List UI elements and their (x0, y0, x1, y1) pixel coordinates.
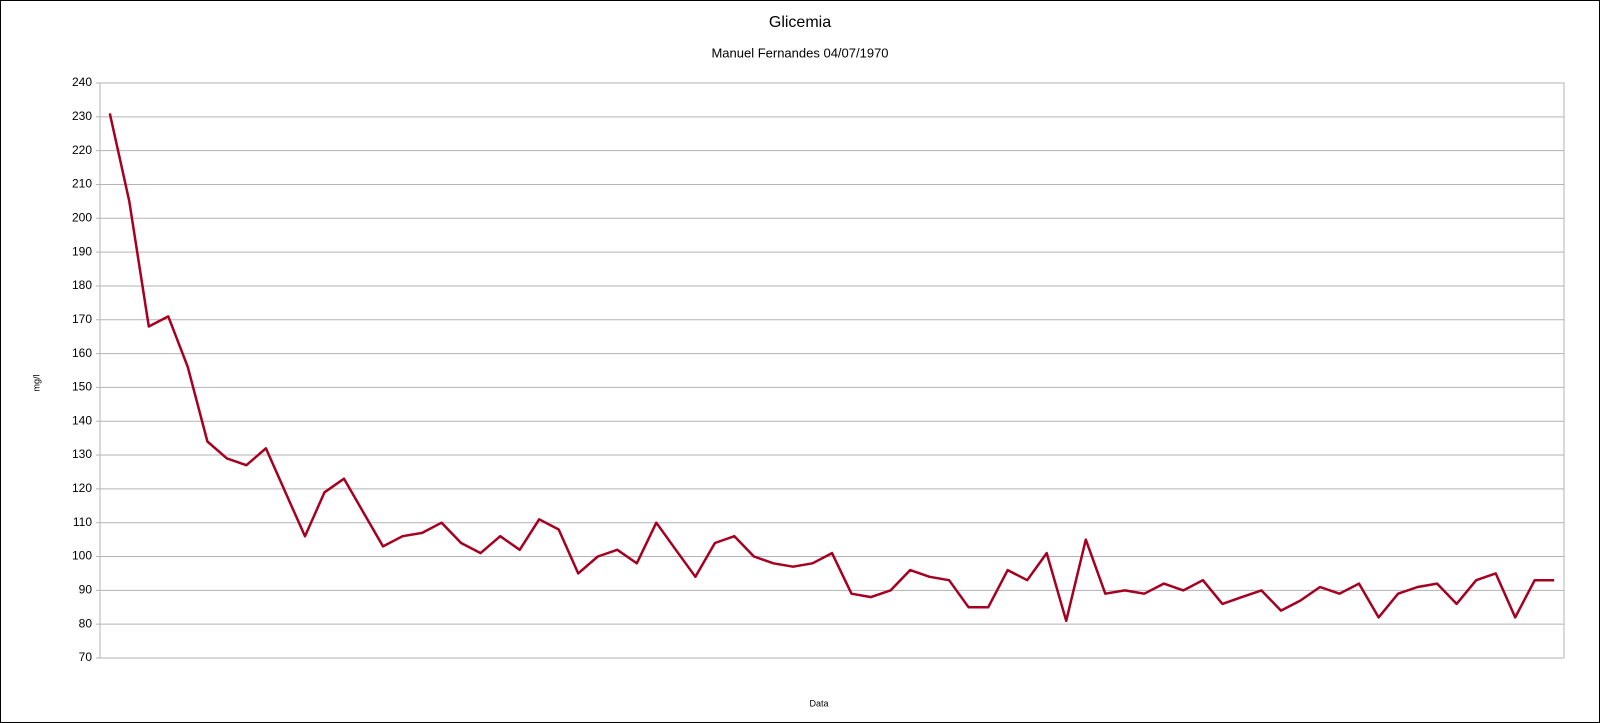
y-tick-label: 190 (72, 244, 92, 258)
y-tick-label: 200 (72, 210, 92, 224)
y-tick-label: 90 (79, 583, 93, 597)
y-tick-label: 110 (73, 515, 92, 529)
y-tick-label: 240 (72, 75, 92, 89)
y-tick-label: 80 (79, 616, 93, 630)
y-tick-label: 130 (72, 447, 92, 461)
y-tick-label: 100 (72, 549, 92, 563)
y-tick-label: 160 (72, 346, 92, 360)
plot-area (99, 82, 1565, 659)
y-tick-label: 70 (79, 650, 93, 664)
y-axis-title: mg/l (31, 374, 41, 391)
x-axis-title: Data (809, 698, 828, 708)
y-tick-label: 210 (72, 177, 92, 191)
y-tick-label: 140 (72, 413, 92, 427)
chart-title: Glicemia (769, 14, 831, 31)
y-tick-label: 150 (72, 380, 92, 394)
data-line (108, 113, 1555, 623)
y-tick-label: 230 (72, 109, 92, 123)
chart-subtitle: Manuel Fernandes 04/07/1970 (711, 45, 888, 60)
y-tick-label: 180 (72, 278, 92, 292)
y-tick-label: 170 (72, 312, 92, 326)
y-tick-label: 220 (72, 143, 92, 157)
y-tick-label: 120 (72, 481, 92, 495)
